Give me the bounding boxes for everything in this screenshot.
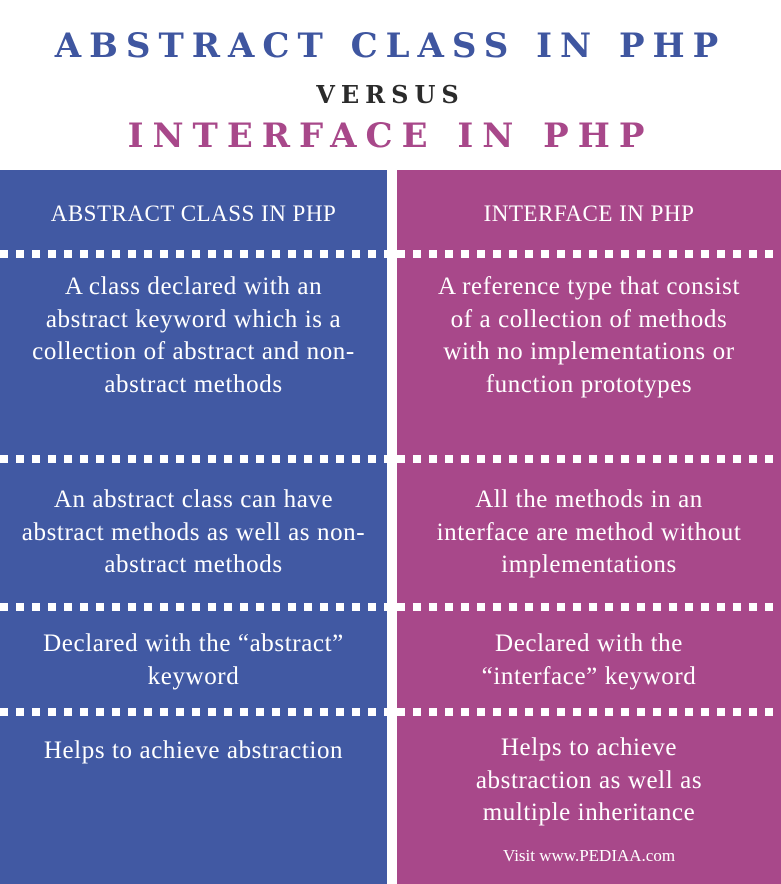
row-separator (0, 603, 387, 611)
row-separator (397, 708, 781, 716)
interface-column: INTERFACE IN PHP A reference type that c… (397, 170, 781, 884)
row-separator (0, 250, 387, 258)
right-row-methods: All the methods in an interface are meth… (436, 486, 742, 578)
left-column-header: ABSTRACT CLASS IN PHP (50, 201, 337, 226)
secondary-title: INTERFACE IN PHP (127, 116, 654, 156)
left-row-methods: An abstract class can have abstract meth… (21, 486, 366, 578)
left-row-keyword: Declared with the “abstract” keyword (43, 630, 344, 690)
left-row-definition: A class declared with an abstract keywor… (32, 273, 355, 398)
row-separator (0, 455, 387, 463)
source-credit: Visit www.PEDIAA.com (502, 846, 676, 865)
right-row-definition: A reference type that consist of a colle… (437, 273, 740, 398)
right-row-keyword: Declared with the “interface” keyword (481, 630, 697, 690)
right-column-header: INTERFACE IN PHP (483, 201, 695, 226)
left-row-purpose: Helps to achieve abstraction (43, 737, 344, 764)
row-separator (397, 603, 781, 611)
row-separator (397, 455, 781, 463)
abstract-class-column: ABSTRACT CLASS IN PHP A class declared w… (0, 170, 387, 884)
row-separator (0, 708, 387, 716)
versus-label: VERSUS (316, 80, 465, 109)
row-separator (397, 250, 781, 258)
main-title: ABSTRACT CLASS IN PHP (54, 26, 727, 66)
right-row-purpose: Helps to achieve abstraction as well as … (475, 734, 703, 826)
